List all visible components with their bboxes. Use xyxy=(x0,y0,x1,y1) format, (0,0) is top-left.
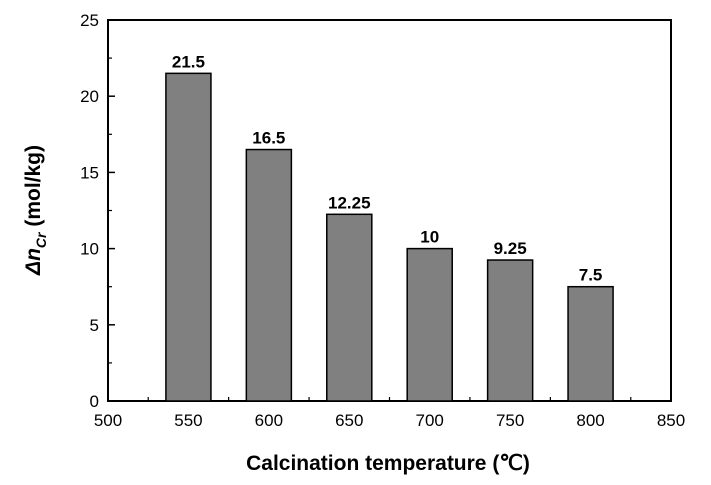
bar-750 xyxy=(486,259,534,402)
bar-800 xyxy=(567,285,614,402)
bar-600 xyxy=(245,148,293,402)
data-label-550: 21.5 xyxy=(172,52,205,71)
y-axis-title-prefix: Δn xyxy=(22,248,45,276)
y-tick-label: 0 xyxy=(90,392,99,411)
x-axis: 500 550 600 650 700 750 800 850 xyxy=(94,394,685,430)
y-axis-title-suffix: (mol/kg) xyxy=(22,145,45,233)
bar-550 xyxy=(165,72,212,402)
data-label-750: 9.25 xyxy=(494,239,527,258)
x-tick-label: 750 xyxy=(496,411,524,430)
y-tick-label: 25 xyxy=(80,11,99,30)
x-tick-label: 550 xyxy=(174,411,202,430)
x-tick-label: 600 xyxy=(255,411,283,430)
bar-650 xyxy=(326,213,373,402)
y-tick-label: 20 xyxy=(80,87,99,106)
data-labels: 21.5 16.5 12.25 10 9.25 7.5 xyxy=(172,52,603,284)
x-tick-label: 800 xyxy=(576,411,604,430)
y-axis-title: ΔnCr (mol/kg) xyxy=(22,145,49,276)
x-axis-title: Calcination temperature (℃) xyxy=(246,452,530,475)
data-label-600: 16.5 xyxy=(252,129,285,148)
y-tick-label: 10 xyxy=(80,240,99,259)
data-label-650: 12.25 xyxy=(328,193,371,212)
y-axis-title-subscript: Cr xyxy=(33,231,49,248)
bar-series xyxy=(165,72,614,402)
bar-700 xyxy=(406,247,453,402)
x-tick-label: 850 xyxy=(657,411,685,430)
x-tick-label: 650 xyxy=(335,411,363,430)
x-tick-label: 500 xyxy=(94,411,122,430)
y-tick-label: 5 xyxy=(90,316,99,335)
y-axis: 0 5 10 15 20 25 xyxy=(80,11,115,411)
data-label-700: 10 xyxy=(420,228,439,247)
data-label-800: 7.5 xyxy=(579,266,603,285)
y-tick-label: 15 xyxy=(80,163,99,182)
x-tick-label: 700 xyxy=(416,411,444,430)
